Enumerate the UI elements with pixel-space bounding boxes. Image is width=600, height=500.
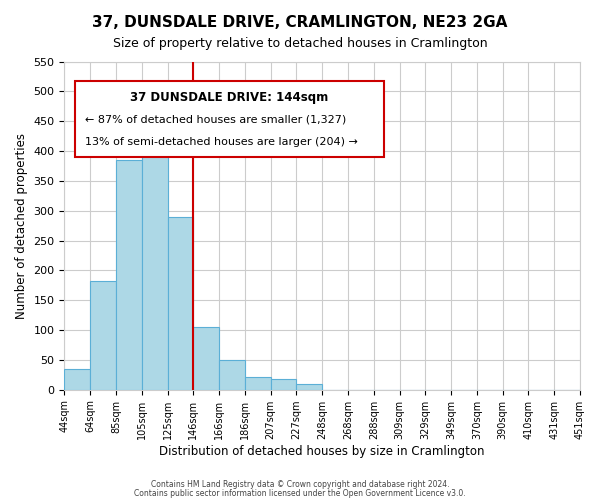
Text: 37, DUNSDALE DRIVE, CRAMLINGTON, NE23 2GA: 37, DUNSDALE DRIVE, CRAMLINGTON, NE23 2G… <box>92 15 508 30</box>
Y-axis label: Number of detached properties: Number of detached properties <box>15 132 28 318</box>
Text: 37 DUNSDALE DRIVE: 144sqm: 37 DUNSDALE DRIVE: 144sqm <box>130 91 329 104</box>
Bar <box>245 376 271 390</box>
Bar <box>271 379 296 390</box>
Text: ← 87% of detached houses are smaller (1,327): ← 87% of detached houses are smaller (1,… <box>85 114 346 124</box>
Bar <box>90 280 116 390</box>
Text: 13% of semi-detached houses are larger (204) →: 13% of semi-detached houses are larger (… <box>85 137 358 147</box>
Bar <box>142 118 167 390</box>
Bar <box>219 360 245 390</box>
Text: Size of property relative to detached houses in Cramlington: Size of property relative to detached ho… <box>113 38 487 51</box>
Bar <box>193 327 219 390</box>
X-axis label: Distribution of detached houses by size in Cramlington: Distribution of detached houses by size … <box>160 444 485 458</box>
FancyBboxPatch shape <box>75 81 384 156</box>
Text: Contains HM Land Registry data © Crown copyright and database right 2024.: Contains HM Land Registry data © Crown c… <box>151 480 449 489</box>
Bar <box>296 384 322 390</box>
Text: Contains public sector information licensed under the Open Government Licence v3: Contains public sector information licen… <box>134 489 466 498</box>
Bar <box>64 369 90 390</box>
Bar <box>167 216 193 390</box>
Bar <box>116 160 142 390</box>
